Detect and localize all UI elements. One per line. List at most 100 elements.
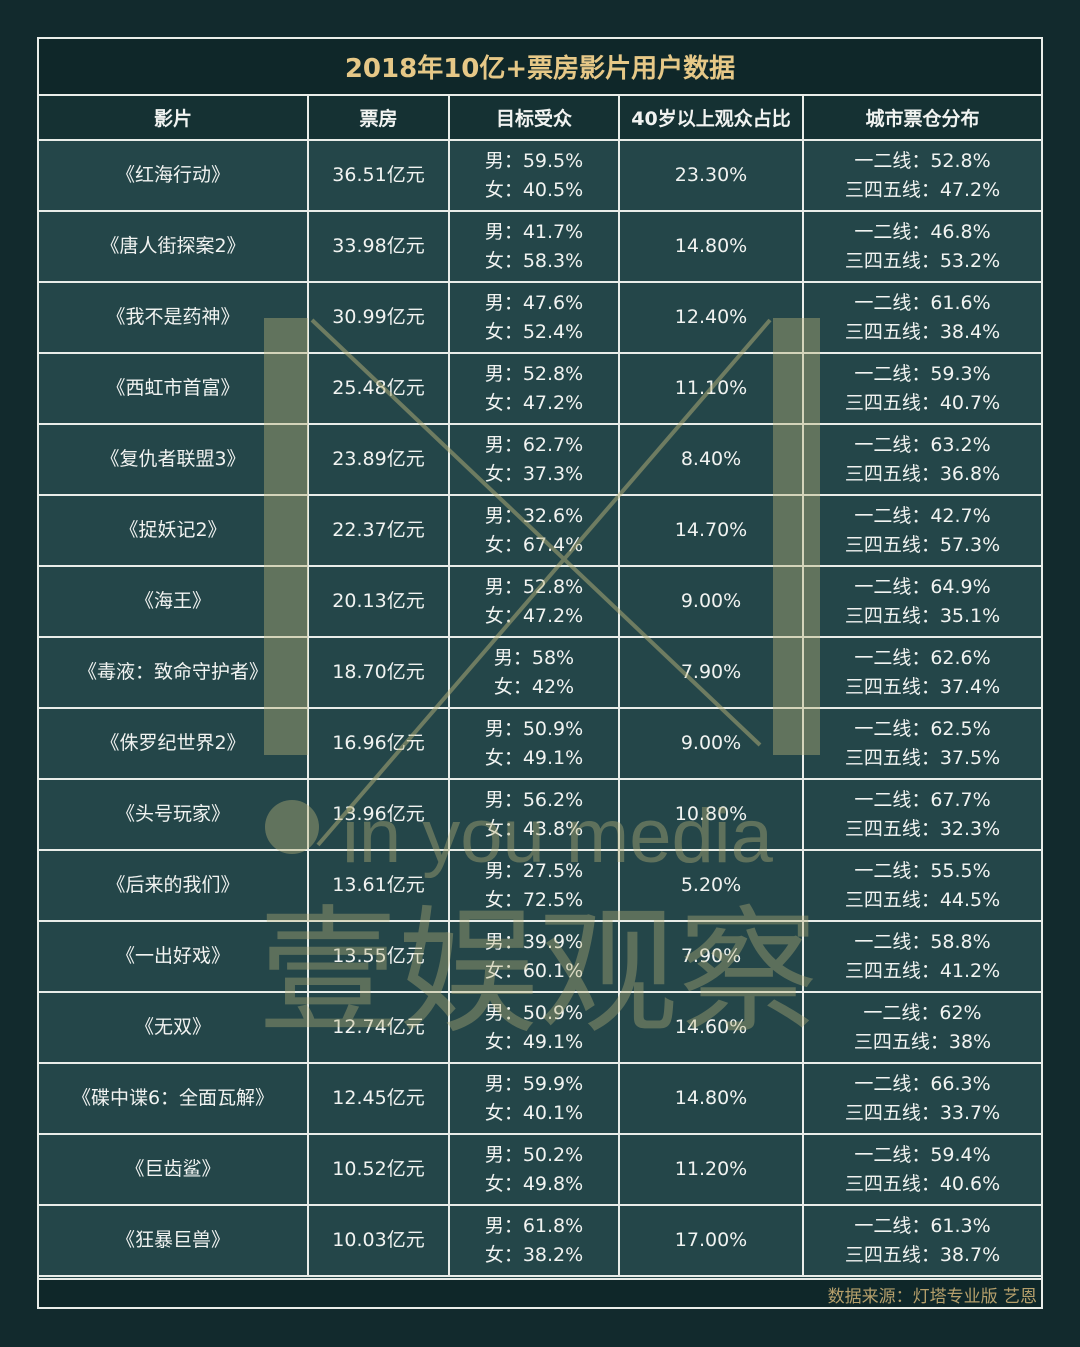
city-tier12-text: 一二线：67.7% bbox=[854, 788, 991, 811]
over40-cell: 11.10% bbox=[618, 352, 804, 425]
box-office-cell: 10.03亿元 bbox=[307, 1204, 450, 1277]
film-cell: 《巨齿鲨》 bbox=[39, 1133, 309, 1206]
table-row: 《捉妖记2》 22.37亿元 男：32.6% 女：67.4% 14.70% 一二线：42.… bbox=[39, 494, 1041, 567]
box-office-cell: 25.48亿元 bbox=[307, 352, 450, 425]
box-office-cell: 22.37亿元 bbox=[307, 494, 450, 567]
table-row: 《我不是药神》 30.99亿元 男：47.6% 女：52.4% 12.40% 一二线：61… bbox=[39, 281, 1041, 354]
over40-cell: 10.80% bbox=[618, 778, 804, 851]
audience-male-text: 男：59.9% bbox=[484, 1072, 584, 1095]
city-tier12-text: 一二线：59.3% bbox=[854, 362, 991, 385]
box-office-cell: 23.89亿元 bbox=[307, 423, 450, 496]
over40-over40-text: 7.90% bbox=[680, 661, 742, 683]
box-office-cell: 13.55亿元 bbox=[307, 920, 450, 993]
audience-male-text: 男：58% bbox=[493, 646, 575, 669]
film-cell: 《狂暴巨兽》 bbox=[39, 1204, 309, 1277]
city-tier345-text: 三四五线：40.7% bbox=[844, 391, 1001, 414]
city-tier345-text: 三四五线：37.4% bbox=[844, 675, 1001, 698]
over40-cell: 23.30% bbox=[618, 140, 804, 212]
film-cell: 《毒液：致命守护者》 bbox=[39, 636, 309, 709]
box-office-box-text: 25.48亿元 bbox=[332, 377, 425, 399]
film-film-text: 《毒液：致命守护者》 bbox=[77, 661, 268, 683]
audience-female-text: 女：60.1% bbox=[484, 959, 584, 982]
audience-male-text: 男：59.5% bbox=[484, 149, 584, 172]
audience-cell: 男：52.8% 女：47.2% bbox=[448, 565, 620, 638]
over40-over40-text: 8.40% bbox=[680, 448, 742, 470]
city-cell: 一二线：66.3% 三四五线：33.7% bbox=[802, 1062, 1041, 1135]
audience-female-text: 女：72.5% bbox=[484, 888, 584, 911]
table-row: 《头号玩家》 13.96亿元 男：56.2% 女：43.8% 10.80% 一二线：67.… bbox=[39, 778, 1041, 851]
box-office-cell: 30.99亿元 bbox=[307, 281, 450, 354]
city-tier12-text: 一二线：59.4% bbox=[854, 1143, 991, 1166]
over40-cell: 11.20% bbox=[618, 1133, 804, 1206]
film-film-text: 《无双》 bbox=[134, 1016, 211, 1038]
city-tier345-text: 三四五线：38.7% bbox=[844, 1243, 1001, 1266]
over40-cell: 8.40% bbox=[618, 423, 804, 496]
table-row: 《毒液：致命守护者》 18.70亿元 男：58% 女：42% 7.90% 一二线：62.6… bbox=[39, 636, 1041, 709]
city-cell: 一二线：64.9% 三四五线：35.1% bbox=[802, 565, 1041, 638]
audience-male-text: 男：52.8% bbox=[484, 575, 584, 598]
film-cell: 《唐人街探案2》 bbox=[39, 210, 309, 283]
box-office-box-text: 36.51亿元 bbox=[332, 164, 425, 186]
city-tier345-text: 三四五线：38.4% bbox=[844, 320, 1001, 343]
city-tier345-text: 三四五线：36.8% bbox=[844, 462, 1001, 485]
audience-cell: 男：27.5% 女：72.5% bbox=[448, 849, 620, 922]
audience-cell: 男：50.2% 女：49.8% bbox=[448, 1133, 620, 1206]
audience-female-text: 女：58.3% bbox=[484, 249, 584, 272]
over40-cell: 14.70% bbox=[618, 494, 804, 567]
box-office-box-text: 20.13亿元 bbox=[332, 590, 425, 612]
over40-over40-text: 14.80% bbox=[674, 1087, 748, 1109]
audience-female-text: 女：49.1% bbox=[484, 746, 584, 769]
table-row: 《侏罗纪世界2》 16.96亿元 男：50.9% 女：49.1% 9.00% 一二线：62… bbox=[39, 707, 1041, 780]
box-office-box-text: 33.98亿元 bbox=[332, 235, 425, 257]
audience-male-text: 男：47.6% bbox=[484, 291, 584, 314]
audience-male-text: 男：50.9% bbox=[484, 717, 584, 740]
table-row: 《红海行动》 36.51亿元 男：59.5% 女：40.5% 23.30% 一二线：52.… bbox=[39, 140, 1041, 212]
over40-cell: 14.60% bbox=[618, 991, 804, 1064]
over40-over40-text: 9.00% bbox=[680, 590, 742, 612]
over40-over40-text: 5.20% bbox=[680, 874, 742, 896]
city-tier12-text: 一二线：55.5% bbox=[854, 859, 991, 882]
city-tier345-text: 三四五线：44.5% bbox=[844, 888, 1001, 911]
table-body: 《红海行动》 36.51亿元 男：59.5% 女：40.5% 23.30% 一二线：52.… bbox=[39, 140, 1041, 1277]
over40-over40-text: 12.40% bbox=[674, 306, 748, 328]
over40-cell: 7.90% bbox=[618, 636, 804, 709]
city-tier12-text: 一二线：61.3% bbox=[854, 1214, 991, 1237]
over40-cell: 9.00% bbox=[618, 565, 804, 638]
city-tier12-text: 一二线：62.5% bbox=[854, 717, 991, 740]
audience-cell: 男：59.5% 女：40.5% bbox=[448, 140, 620, 212]
city-cell: 一二线：55.5% 三四五线：44.5% bbox=[802, 849, 1041, 922]
over40-cell: 7.90% bbox=[618, 920, 804, 993]
audience-female-text: 女：38.2% bbox=[484, 1243, 584, 1266]
film-film-text: 《巨齿鲨》 bbox=[125, 1158, 221, 1180]
city-tier12-text: 一二线：42.7% bbox=[854, 504, 991, 527]
audience-female-text: 女：40.1% bbox=[484, 1101, 584, 1124]
city-tier345-text: 三四五线：35.1% bbox=[844, 604, 1001, 627]
over40-cell: 9.00% bbox=[618, 707, 804, 780]
table-title: 2018年10亿+票房影片用户数据 bbox=[39, 39, 1041, 96]
over40-over40-text: 17.00% bbox=[674, 1229, 748, 1251]
audience-female-text: 女：40.5% bbox=[484, 178, 584, 201]
header-row: 影片 票房 目标受众 40岁以上观众占比 城市票仓分布 bbox=[39, 96, 1041, 141]
film-cell: 《海王》 bbox=[39, 565, 309, 638]
box-office-cell: 16.96亿元 bbox=[307, 707, 450, 780]
film-cell: 《无双》 bbox=[39, 991, 309, 1064]
audience-male-text: 男：39.9% bbox=[484, 930, 584, 953]
box-office-box-text: 18.70亿元 bbox=[332, 661, 425, 683]
audience-male-text: 男：62.7% bbox=[484, 433, 584, 456]
audience-male-text: 男：61.8% bbox=[484, 1214, 584, 1237]
audience-cell: 男：50.9% 女：49.1% bbox=[448, 991, 620, 1064]
over40-cell: 17.00% bbox=[618, 1204, 804, 1277]
audience-cell: 男：39.9% 女：60.1% bbox=[448, 920, 620, 993]
box-office-box-text: 16.96亿元 bbox=[332, 732, 425, 754]
audience-female-text: 女：43.8% bbox=[484, 817, 584, 840]
audience-female-text: 女：52.4% bbox=[484, 320, 584, 343]
audience-cell: 男：61.8% 女：38.2% bbox=[448, 1204, 620, 1277]
box-office-box-text: 13.61亿元 bbox=[332, 874, 425, 896]
audience-male-text: 男：56.2% bbox=[484, 788, 584, 811]
box-office-cell: 33.98亿元 bbox=[307, 210, 450, 283]
film-cell: 《碟中谍6：全面瓦解》 bbox=[39, 1062, 309, 1135]
box-office-box-text: 23.89亿元 bbox=[332, 448, 425, 470]
film-cell: 《复仇者联盟3》 bbox=[39, 423, 309, 496]
city-cell: 一二线：52.8% 三四五线：47.2% bbox=[802, 140, 1041, 212]
city-cell: 一二线：62.5% 三四五线：37.5% bbox=[802, 707, 1041, 780]
